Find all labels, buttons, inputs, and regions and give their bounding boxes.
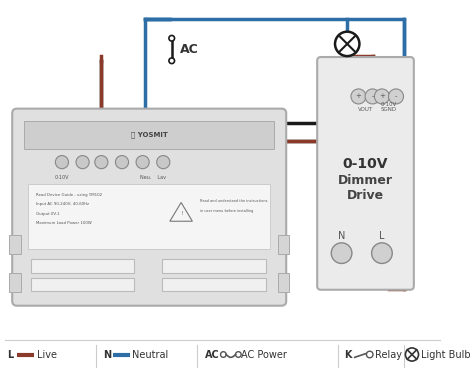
Circle shape <box>76 156 89 169</box>
Circle shape <box>116 156 128 169</box>
Circle shape <box>157 156 170 169</box>
Text: Maximum Load Power 100W: Maximum Load Power 100W <box>36 221 91 225</box>
Bar <box>9 273 21 292</box>
Text: Input AC 90-240V, 40-60Hz: Input AC 90-240V, 40-60Hz <box>36 202 89 206</box>
Text: ⒴ YOSMIT: ⒴ YOSMIT <box>131 131 168 138</box>
Text: -: - <box>371 93 374 100</box>
Circle shape <box>366 351 373 358</box>
Text: in user menu before installing: in user menu before installing <box>200 209 253 213</box>
Text: AC Power: AC Power <box>241 349 287 359</box>
Text: K: K <box>345 349 352 359</box>
Text: !: ! <box>180 211 182 216</box>
Circle shape <box>169 35 174 41</box>
Text: Read Device Guide - using YM102: Read Device Guide - using YM102 <box>36 193 102 197</box>
Text: +: + <box>379 93 385 100</box>
Text: 0-10V
SGND: 0-10V SGND <box>380 102 397 112</box>
Circle shape <box>95 156 108 169</box>
FancyBboxPatch shape <box>12 109 286 306</box>
Circle shape <box>169 58 174 63</box>
Text: -: - <box>395 93 397 100</box>
Text: Read and understand the instructions: Read and understand the instructions <box>200 200 267 203</box>
Bar <box>163 259 265 273</box>
Bar <box>9 235 21 254</box>
Bar <box>278 273 289 292</box>
Text: AC: AC <box>205 349 219 359</box>
Text: N: N <box>103 349 111 359</box>
Circle shape <box>220 352 226 357</box>
Circle shape <box>335 32 359 56</box>
Bar <box>31 277 134 291</box>
Circle shape <box>236 352 241 357</box>
Text: L: L <box>8 349 14 359</box>
Text: Drive: Drive <box>346 189 383 202</box>
Circle shape <box>405 348 419 361</box>
Text: Neu.    Lav: Neu. Lav <box>140 175 166 180</box>
Bar <box>28 184 270 249</box>
Bar <box>24 121 274 149</box>
Circle shape <box>331 243 352 263</box>
Text: L: L <box>379 231 385 241</box>
Text: Live: Live <box>36 349 56 359</box>
Text: Output 0V-1: Output 0V-1 <box>36 212 59 216</box>
Circle shape <box>389 89 403 104</box>
Text: 0-10V: 0-10V <box>55 175 69 180</box>
Circle shape <box>351 89 366 104</box>
Text: AC: AC <box>180 43 199 56</box>
Text: VOUT: VOUT <box>357 107 373 112</box>
Text: N: N <box>338 231 345 241</box>
Circle shape <box>372 243 392 263</box>
Bar <box>163 277 265 291</box>
Text: Dimmer: Dimmer <box>337 174 392 187</box>
Text: Neutral: Neutral <box>132 349 169 359</box>
Circle shape <box>374 89 390 104</box>
Circle shape <box>136 156 149 169</box>
Circle shape <box>365 89 380 104</box>
Text: Relay: Relay <box>375 349 402 359</box>
Text: +: + <box>356 93 361 100</box>
FancyBboxPatch shape <box>317 57 414 290</box>
Bar <box>278 235 289 254</box>
Circle shape <box>55 156 69 169</box>
Text: Light Bulb: Light Bulb <box>421 349 471 359</box>
Text: 0-10V: 0-10V <box>342 157 388 171</box>
Bar <box>31 259 134 273</box>
